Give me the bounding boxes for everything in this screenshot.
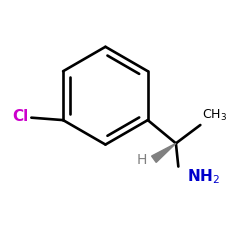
Text: Cl: Cl [13, 109, 29, 124]
Text: H: H [136, 154, 146, 168]
Text: NH$_2$: NH$_2$ [187, 168, 220, 186]
Polygon shape [152, 143, 176, 163]
Text: CH$_3$: CH$_3$ [202, 108, 227, 123]
